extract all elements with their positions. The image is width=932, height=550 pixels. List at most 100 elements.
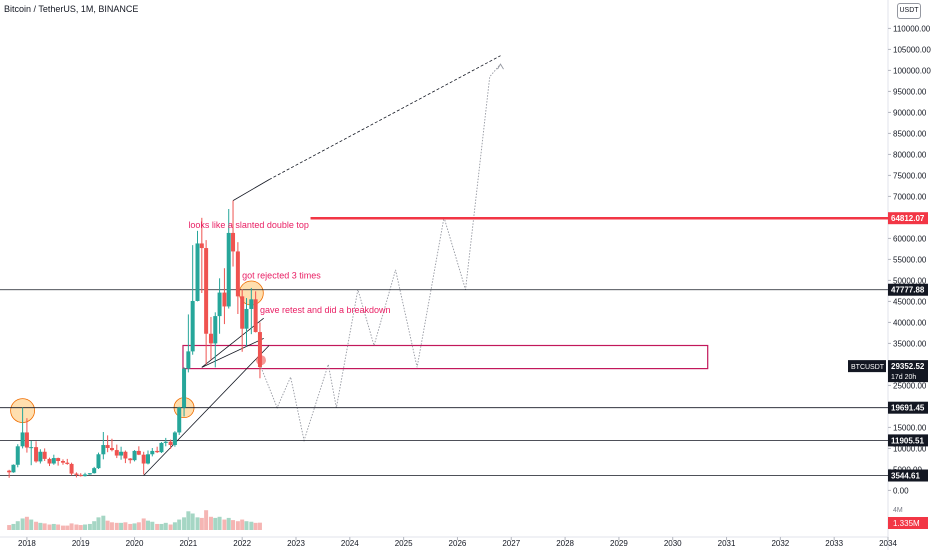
volume-bar (195, 517, 200, 530)
price-level-label: 11905.51 (891, 436, 924, 445)
volume-bar (87, 523, 92, 530)
annotation-text: gave retest and did a breakdown (260, 305, 391, 315)
volume-bar (78, 525, 83, 530)
wedge-lower-line (201, 317, 264, 368)
volume-bar (60, 525, 65, 530)
volume-bar (105, 520, 110, 530)
current-price-bg (888, 360, 928, 383)
candle-body (146, 454, 150, 464)
price-tick-label: 10000.00 (893, 444, 927, 453)
annotation-text: got rejected 3 times (242, 270, 321, 280)
candle-body (253, 299, 258, 333)
axis-price-labels: 64812.07 47777.88 19691.45 11905.51 3544.61 B… (848, 212, 928, 529)
time-tick-label: 2030 (664, 539, 682, 548)
price-level-label: 47777.88 (891, 286, 925, 295)
drawings (10, 55, 709, 476)
time-tick-label: 2022 (233, 539, 251, 548)
volume-bar (92, 521, 97, 530)
candle-body (119, 451, 124, 456)
candle-body (177, 407, 182, 433)
annotation-text: looks like a slanted double top (188, 220, 309, 230)
candle-body (51, 458, 56, 464)
time-tick-label: 2028 (556, 539, 574, 548)
candle-body (163, 441, 168, 443)
price-tick-label: 15000.00 (893, 423, 927, 432)
volume-bar (146, 520, 150, 530)
volume-bar (132, 523, 137, 530)
upper-trendline-extension (268, 55, 501, 180)
candle-body (74, 473, 79, 475)
candle-body (96, 454, 101, 469)
candle-body (172, 432, 177, 446)
upper-trendline (232, 179, 270, 201)
candle-body (155, 450, 160, 453)
volume-bar (83, 524, 88, 530)
candle-body (7, 470, 12, 473)
time-tick-label: 2019 (72, 539, 90, 548)
price-tick-label: 70000.00 (893, 192, 927, 201)
time-tick-label: 2027 (502, 539, 520, 548)
candle-body (123, 451, 128, 459)
candle-body (204, 248, 209, 334)
current-price-label: 29352.52 (891, 362, 925, 371)
volume-bar (182, 517, 187, 530)
price-level-label: 3544.61 (891, 472, 920, 481)
demand-zone-rectangle (182, 344, 709, 370)
volume-bar (51, 523, 56, 530)
candle-body (114, 450, 119, 456)
volume-bar (163, 522, 168, 530)
volume-bar (109, 522, 114, 530)
time-tick-label: 2025 (395, 539, 413, 548)
candle-body (128, 458, 133, 461)
candle-body (222, 292, 227, 307)
volume-bar (15, 521, 20, 530)
price-tick-label: 50000.00 (893, 276, 927, 285)
volume-bar (222, 519, 227, 530)
candle-body (159, 442, 164, 453)
volume-bar (186, 511, 191, 530)
candle-body (226, 232, 231, 307)
price-levels (0, 216, 888, 476)
candle-body (87, 473, 92, 475)
currency-unit-button[interactable]: USDT (897, 3, 921, 19)
candle-body (213, 316, 218, 344)
price-tick-label: 25000.00 (893, 381, 927, 390)
time-tick-label: 2021 (179, 539, 197, 548)
candle-body (47, 458, 52, 464)
volume-bar (150, 521, 155, 530)
volume-current-label: 1.335M (893, 519, 920, 528)
price-axis[interactable]: 0.005000.0010000.0015000.0020000.0025000… (887, 0, 931, 550)
volume-bar (128, 523, 133, 530)
candle-body (141, 454, 146, 464)
candle-body (150, 450, 155, 455)
volume-bar (69, 523, 74, 530)
price-level-label: 19691.45 (891, 404, 925, 413)
volume-bar (159, 523, 164, 530)
candle-body (42, 451, 47, 459)
volume-bar (213, 517, 218, 530)
volume-bar (240, 519, 245, 530)
volume-bar (226, 517, 231, 530)
volume-bar (42, 523, 47, 530)
volume-bar (168, 524, 173, 530)
volume-bar (208, 516, 213, 530)
volume-bar (34, 521, 39, 530)
price-level-label-bg (888, 469, 928, 482)
candle-body (24, 432, 29, 448)
candle-body (34, 447, 39, 462)
price-tick-label: 40000.00 (893, 318, 927, 327)
volume-bar (172, 522, 177, 530)
chart-title: Bitcoin / TetherUS, 1M, BINANCE (4, 4, 139, 14)
price-tick-label: 95000.00 (893, 87, 927, 96)
volume-bar (65, 525, 70, 530)
price-tick-label: 85000.00 (893, 129, 927, 138)
candle-countdown: 17d 20h (891, 374, 916, 381)
candle-body (60, 461, 65, 463)
volume-bar (217, 516, 222, 530)
volume-bar (155, 523, 160, 530)
price-level-label: 64812.07 (891, 214, 925, 223)
volume-bar (56, 524, 61, 530)
candle-body (257, 332, 262, 368)
time-axis[interactable]: 2018 2019 2020 2021 2022 2023 2024 2025 2026 2027… (0, 536, 897, 548)
